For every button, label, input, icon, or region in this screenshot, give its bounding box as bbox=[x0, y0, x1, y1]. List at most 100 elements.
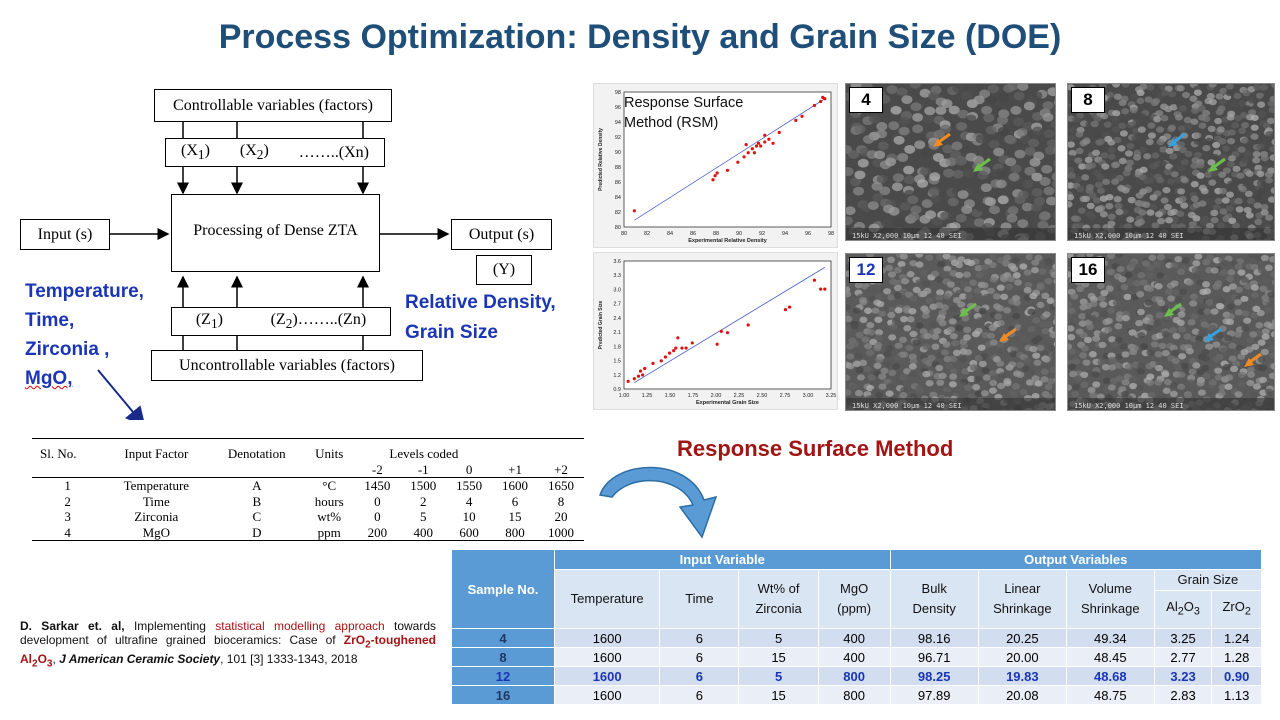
grain bbox=[949, 356, 957, 362]
grain bbox=[907, 195, 918, 204]
grain bbox=[883, 361, 891, 367]
grain bbox=[909, 371, 917, 377]
grain bbox=[996, 305, 1004, 311]
grain bbox=[866, 349, 874, 355]
column-header: Bulk Density bbox=[890, 570, 978, 629]
grain bbox=[981, 390, 989, 396]
data-point bbox=[759, 144, 762, 147]
grain bbox=[1084, 337, 1092, 343]
grain bbox=[1261, 209, 1269, 215]
grain bbox=[874, 317, 882, 323]
grain bbox=[1168, 124, 1176, 130]
grain bbox=[1194, 340, 1202, 346]
grain bbox=[963, 334, 971, 340]
grain bbox=[1083, 138, 1091, 144]
input-box: Input (s) bbox=[20, 219, 110, 250]
grain bbox=[1262, 333, 1270, 339]
grain bbox=[1089, 315, 1097, 321]
grain bbox=[1214, 367, 1222, 373]
grain bbox=[1076, 148, 1084, 154]
x-factors-box: (X1) (X2) ……..(Xn) bbox=[165, 138, 385, 167]
grain bbox=[1257, 188, 1265, 194]
grain bbox=[1146, 363, 1154, 369]
grain bbox=[1163, 388, 1171, 394]
grain bbox=[1246, 337, 1254, 343]
grain bbox=[1020, 336, 1028, 342]
header-cell: Levels coded bbox=[354, 446, 584, 462]
grain bbox=[1171, 280, 1179, 286]
grain bbox=[1197, 172, 1205, 178]
grain bbox=[986, 95, 997, 104]
grain bbox=[997, 347, 1005, 353]
grain bbox=[1237, 214, 1245, 220]
grain bbox=[1147, 264, 1155, 270]
grain bbox=[895, 342, 903, 348]
grain bbox=[918, 291, 926, 297]
grain bbox=[1122, 187, 1130, 193]
grain bbox=[1003, 307, 1011, 313]
grain bbox=[1044, 129, 1055, 138]
input-variable-header: Input Variable bbox=[554, 550, 890, 570]
grain bbox=[885, 265, 893, 271]
grain bbox=[981, 269, 989, 275]
grain bbox=[1202, 206, 1210, 212]
grain bbox=[1209, 379, 1217, 385]
grain bbox=[1207, 159, 1215, 165]
grain bbox=[1098, 295, 1106, 301]
grain bbox=[929, 187, 940, 196]
grain bbox=[1111, 341, 1119, 347]
grain bbox=[1260, 198, 1268, 204]
data-point bbox=[778, 131, 781, 134]
grain bbox=[1040, 177, 1051, 186]
grain bbox=[1240, 349, 1248, 355]
data-point bbox=[784, 308, 787, 311]
grain bbox=[1211, 308, 1219, 314]
grain bbox=[1202, 373, 1210, 379]
x-tick-label: 92 bbox=[759, 231, 765, 237]
citation-link[interactable]: statistical modelling approach bbox=[215, 619, 384, 633]
table-row: 4 MgO Dppm 200 400 600 800 1000 bbox=[32, 525, 584, 541]
x-tick-label: 82 bbox=[644, 231, 650, 237]
grain bbox=[863, 366, 871, 372]
grain bbox=[1108, 357, 1116, 363]
grain bbox=[922, 115, 933, 124]
grain bbox=[1125, 364, 1133, 370]
table-top-rule bbox=[32, 438, 584, 439]
data-point bbox=[660, 359, 663, 362]
grain bbox=[955, 325, 963, 331]
y-axis-label: Predicted Grain Size bbox=[598, 300, 604, 349]
x-tick-label: 90 bbox=[736, 231, 742, 237]
grain bbox=[955, 157, 966, 166]
grain bbox=[1105, 318, 1113, 324]
grain bbox=[903, 166, 914, 175]
grain bbox=[1138, 209, 1146, 215]
grain bbox=[1078, 208, 1086, 214]
grain bbox=[1234, 299, 1242, 305]
grain bbox=[1189, 96, 1197, 102]
grain bbox=[1158, 343, 1166, 349]
grain bbox=[1162, 350, 1170, 356]
grain bbox=[1226, 191, 1234, 197]
grain bbox=[1230, 101, 1238, 107]
data-point bbox=[676, 336, 679, 339]
grain bbox=[1161, 197, 1169, 203]
grain bbox=[922, 281, 930, 287]
grain bbox=[1238, 372, 1246, 378]
y-tick-label: 2.4 bbox=[613, 316, 621, 322]
grain bbox=[1243, 317, 1251, 323]
grain bbox=[1193, 132, 1201, 138]
grain bbox=[1120, 343, 1128, 349]
grain bbox=[1156, 126, 1164, 132]
grain bbox=[1112, 110, 1120, 116]
grain bbox=[1261, 349, 1269, 355]
grain bbox=[1155, 283, 1163, 289]
grain bbox=[997, 284, 1005, 290]
grain bbox=[1234, 331, 1242, 337]
data-point bbox=[755, 144, 758, 147]
grain bbox=[1122, 379, 1130, 385]
grain bbox=[931, 333, 939, 339]
grain bbox=[956, 122, 967, 131]
grain bbox=[1023, 179, 1034, 188]
grain bbox=[1119, 158, 1127, 164]
grain bbox=[1167, 210, 1175, 216]
